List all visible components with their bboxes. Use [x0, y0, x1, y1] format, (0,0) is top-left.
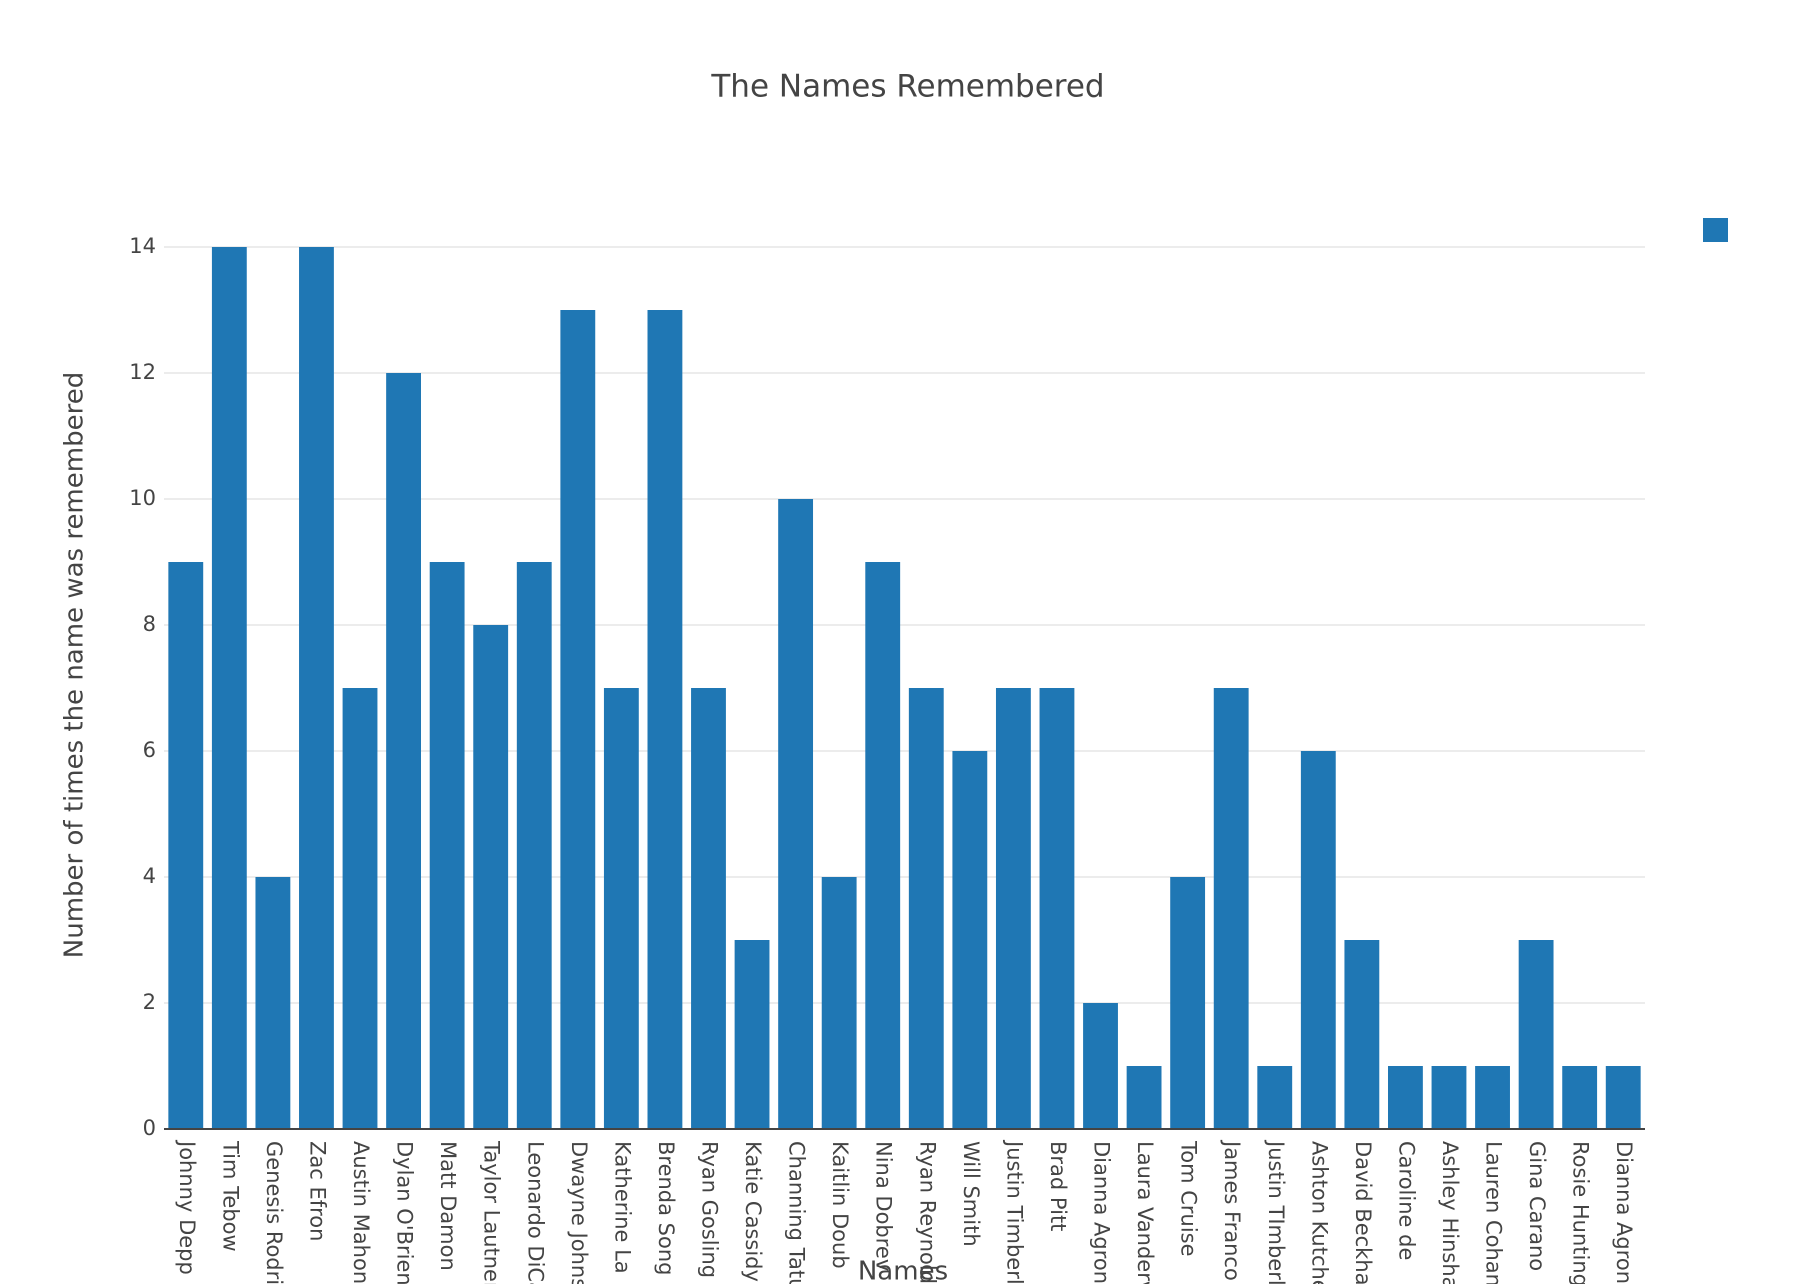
x-tick-label: Ashley Hinshaw [1438, 1141, 1462, 1284]
y-tick-label: 8 [143, 612, 156, 636]
x-tick-label: Dylan O'Brien [393, 1141, 417, 1284]
y-tick-label: 2 [143, 990, 156, 1014]
x-tick-label: Genesis Rodriguez [262, 1141, 286, 1284]
bar [516, 562, 552, 1129]
x-tick-label: Matt Damon [436, 1141, 460, 1271]
x-tick-label: Brenda Song [654, 1141, 678, 1276]
bar [1083, 1003, 1118, 1129]
bar [1039, 688, 1075, 1129]
bar [429, 562, 465, 1129]
bar [386, 373, 421, 1129]
chart-title: The Names Remembered [710, 69, 1104, 105]
x-tick-label: Taylor Lautner [480, 1140, 504, 1284]
y-tick-label: 0 [143, 1116, 156, 1140]
bar [342, 688, 378, 1129]
x-tick-label: Ryan Gosling [697, 1141, 721, 1278]
x-tick-label: Dianna Agron [1612, 1141, 1636, 1284]
bar [211, 247, 247, 1129]
bar [1605, 1066, 1641, 1129]
x-tick-label: Lauren Cohan [1482, 1141, 1506, 1284]
bar [560, 310, 596, 1129]
bar [1518, 940, 1554, 1129]
bar [168, 562, 204, 1129]
x-tick-label: James Franco [1220, 1139, 1244, 1281]
legend-swatch [1703, 218, 1728, 242]
x-tick-label: Tim Tebow [218, 1140, 242, 1252]
x-tick-label: Justin TImberlake [1264, 1139, 1288, 1284]
bar [255, 877, 291, 1129]
bar [1213, 688, 1249, 1129]
x-tick-label: Rosie Huntington-Whiteley [1569, 1141, 1593, 1284]
x-tick-label: Brad Pitt [1046, 1141, 1070, 1231]
bar [1388, 1066, 1423, 1129]
y-tick-label: 14 [129, 234, 156, 258]
bar [299, 247, 334, 1129]
y-tick-label: 12 [129, 360, 156, 384]
x-tick-label: Dwayne Johnson [567, 1141, 591, 1284]
bar [1300, 751, 1336, 1129]
bar [734, 940, 770, 1129]
x-tick-label: Ryan Reynolds [915, 1141, 939, 1284]
y-tick-label: 6 [143, 738, 156, 762]
x-tick-label: Austin Mahone [349, 1141, 373, 1284]
x-tick-label: Katie Cassidy [741, 1141, 765, 1282]
bar [778, 499, 814, 1129]
x-tick-label: Katherine La [610, 1141, 634, 1274]
x-tick-label: Tom Cruise [1177, 1140, 1201, 1257]
bar [908, 688, 944, 1129]
bar [603, 688, 639, 1129]
x-tick-label: Leonardo DiCaprio [523, 1141, 547, 1284]
x-tick-label: Nina Dobrev [872, 1141, 896, 1271]
bar [1562, 1066, 1598, 1129]
bar [1431, 1066, 1467, 1129]
bar [647, 310, 683, 1129]
bar [473, 625, 509, 1129]
bar [1475, 1066, 1510, 1129]
plot-area: 0 2 4 6 8 10 12 14 Johnny Depp Tim Tebow Genesis R… [129, 218, 1728, 1284]
bar [691, 688, 726, 1129]
x-tick-label: Zac Efron [305, 1141, 329, 1241]
x-tick-label: David Beckham [1351, 1141, 1375, 1284]
x-tick-label: Ashton Kutcher [1307, 1141, 1331, 1284]
bar [821, 877, 857, 1129]
x-tick-label: Gina Carano [1525, 1141, 1549, 1271]
x-tick-label: Justin Timberlake [1002, 1139, 1026, 1284]
bar [1170, 877, 1206, 1129]
bar [1344, 940, 1380, 1129]
bar [995, 688, 1031, 1129]
bar [1126, 1066, 1162, 1129]
bar [865, 562, 901, 1129]
bar [1257, 1066, 1293, 1129]
y-axis-label: Number of times the name was remembered [60, 372, 90, 958]
x-tick-label: Kaitlin Doub [828, 1141, 852, 1269]
x-tick-label: Johnny Depp [175, 1139, 199, 1275]
x-tick-label: Will Smith [959, 1141, 983, 1247]
y-tick-label: 10 [129, 486, 156, 510]
x-axis-label: Names [858, 1257, 948, 1284]
x-tick-label: Dianna Agron [1090, 1141, 1114, 1284]
x-tick-label: Laura Vandervoort [1133, 1141, 1157, 1284]
x-tick-label: Channing Tatum [785, 1141, 809, 1284]
y-tick-label: 4 [143, 864, 156, 888]
bar [952, 751, 988, 1129]
x-tick-label: Caroline de [1394, 1141, 1418, 1260]
